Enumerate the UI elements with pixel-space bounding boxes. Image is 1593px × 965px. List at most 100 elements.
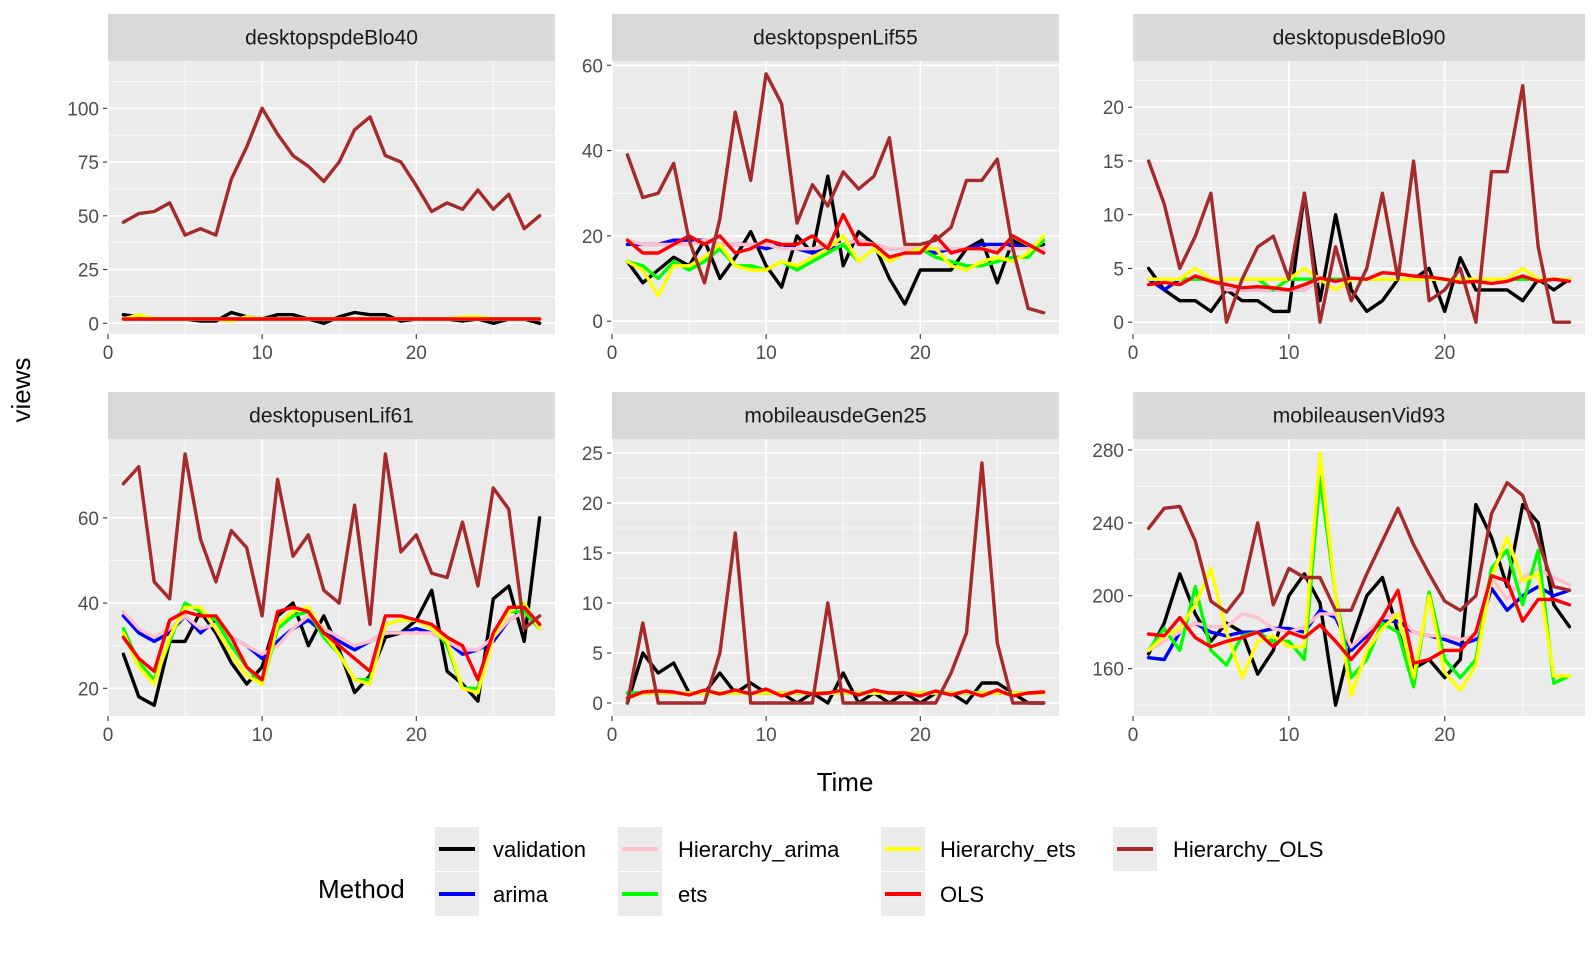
legend-item-hierarchy-arima: Hierarchy_arima: [618, 827, 840, 871]
series-group: [121, 106, 542, 325]
plot-panel: [108, 61, 555, 334]
y-tick-label: 20: [582, 227, 603, 248]
facet-strip: [1133, 14, 1585, 61]
x-tick-label: 10: [1278, 725, 1299, 746]
series-group: [625, 461, 1046, 705]
legend-label: Hierarchy_arima: [678, 837, 840, 862]
series-line-arima: [1146, 584, 1572, 662]
x-tick-label: 0: [1128, 725, 1139, 746]
x-tick-label: 20: [406, 343, 427, 364]
facet-strip: [1133, 392, 1585, 439]
y-tick-label: 40: [78, 594, 99, 615]
y-tick-label: 200: [1092, 587, 1124, 608]
series-line-hierarchy-ols: [121, 106, 542, 237]
series-line-ols: [625, 212, 1046, 259]
x-axis-title: Time: [817, 767, 874, 797]
y-tick-label: 0: [1113, 313, 1124, 334]
series-line-validation: [1146, 191, 1572, 314]
x-tick-label: 0: [103, 725, 114, 746]
facet-panel-desktopspenlif55: desktopspenLif55 0 20 40 60 0 10 20: [582, 14, 1059, 364]
plot-panel: [108, 439, 555, 716]
series-line-hierarchy-ols: [121, 452, 542, 631]
y-tick-label: 20: [78, 679, 99, 700]
series-line-ols: [625, 687, 1046, 700]
y-tick-label: 5: [1113, 259, 1124, 280]
series-line-hierarchy-ols: [625, 72, 1046, 315]
facet-strip: [612, 392, 1059, 439]
legend-label: Hierarchy_ets: [940, 837, 1076, 862]
series-line-validation: [625, 174, 1046, 306]
y-tick-label: 0: [88, 314, 99, 335]
facet-panel-desktopspdeblo40: desktopspdeBlo40 0 25 50 75 100 0 10 20: [67, 14, 555, 364]
y-tick-label: 50: [78, 207, 99, 228]
legend-item-ets: ets: [618, 872, 707, 916]
y-tick-label: 280: [1092, 441, 1124, 462]
x-tick-label: 0: [103, 343, 114, 364]
y-tick-label: 240: [1092, 514, 1124, 535]
facet-strip-title: desktopspenLif55: [753, 27, 918, 50]
plot-panel: [1133, 61, 1585, 334]
series-line-ols: [1146, 574, 1572, 665]
legend-label: validation: [493, 837, 586, 862]
legend-label: Hierarchy_OLS: [1173, 837, 1323, 862]
series-group: [1146, 83, 1572, 324]
x-tick-label: 0: [607, 725, 618, 746]
series-line-hierarchy-ets: [1146, 451, 1572, 698]
facet-panel-mobileausenvid93: mobileausenVid93 160 200 240 280 0 10 20: [1092, 392, 1585, 746]
series-line-ols: [121, 605, 542, 682]
y-tick-label: 0: [592, 312, 603, 333]
series-line-hierarchy-ols: [1146, 481, 1572, 614]
legend-item-hierarchy-ets: Hierarchy_ets: [881, 827, 1076, 871]
facet-strip-title: mobileausenVid93: [1273, 405, 1445, 428]
legend-label: OLS: [940, 882, 984, 907]
facet-strip: [612, 14, 1059, 61]
facet-strip-title: desktopusenLif61: [249, 405, 414, 428]
x-tick-label: 10: [252, 343, 273, 364]
facet-strip-title: mobileausdeGen25: [744, 405, 926, 428]
x-tick-label: 20: [910, 725, 931, 746]
y-tick-label: 100: [67, 99, 99, 120]
series-line-hierarchy-ols: [625, 461, 1046, 705]
x-tick-label: 20: [1434, 343, 1455, 364]
y-tick-label: 15: [1103, 152, 1124, 173]
y-tick-label: 25: [78, 261, 99, 282]
series-line-hierarchy-ets: [121, 601, 542, 695]
x-tick-label: 10: [756, 725, 777, 746]
y-tick-label: 15: [582, 544, 603, 565]
plot-panel: [612, 61, 1059, 334]
series-group: [625, 72, 1046, 315]
x-tick-label: 0: [607, 343, 618, 364]
x-tick-label: 10: [756, 343, 777, 364]
legend-item-hierarchy-ols: Hierarchy_OLS: [1113, 827, 1323, 871]
x-tick-label: 0: [1128, 343, 1139, 364]
x-tick-label: 10: [1278, 343, 1299, 364]
y-tick-label: 60: [78, 509, 99, 530]
y-tick-label: 0: [592, 694, 603, 715]
legend-item-arima: arima: [435, 872, 549, 916]
y-tick-label: 40: [582, 142, 603, 163]
x-tick-label: 20: [910, 343, 931, 364]
x-tick-label: 10: [252, 725, 273, 746]
x-tick-label: 20: [406, 725, 427, 746]
y-axis-title: views: [6, 357, 36, 422]
y-tick-label: 5: [592, 644, 603, 665]
y-tick-label: 20: [1103, 98, 1124, 119]
series-line-hierarchy-ols: [1146, 83, 1572, 324]
legend-label: arima: [493, 882, 549, 907]
facet-panel-desktopusdeblo90: desktopusdeBlo90 0 5 10 15 20 0 10 20: [1103, 14, 1585, 364]
legend-title: Method: [318, 874, 405, 904]
x-tick-label: 20: [1434, 725, 1455, 746]
facet-strip: [108, 392, 555, 439]
y-tick-label: 75: [78, 153, 99, 174]
y-tick-label: 25: [582, 444, 603, 465]
facet-strip-title: desktopspdeBlo40: [245, 27, 418, 50]
y-tick-label: 10: [1103, 206, 1124, 227]
y-tick-label: 10: [582, 594, 603, 615]
facet-strip-title: desktopusdeBlo90: [1273, 27, 1446, 50]
legend-item-validation: validation: [435, 827, 586, 871]
y-tick-label: 20: [582, 494, 603, 515]
facet-strip: [108, 14, 555, 61]
legend-label: ets: [678, 882, 707, 907]
